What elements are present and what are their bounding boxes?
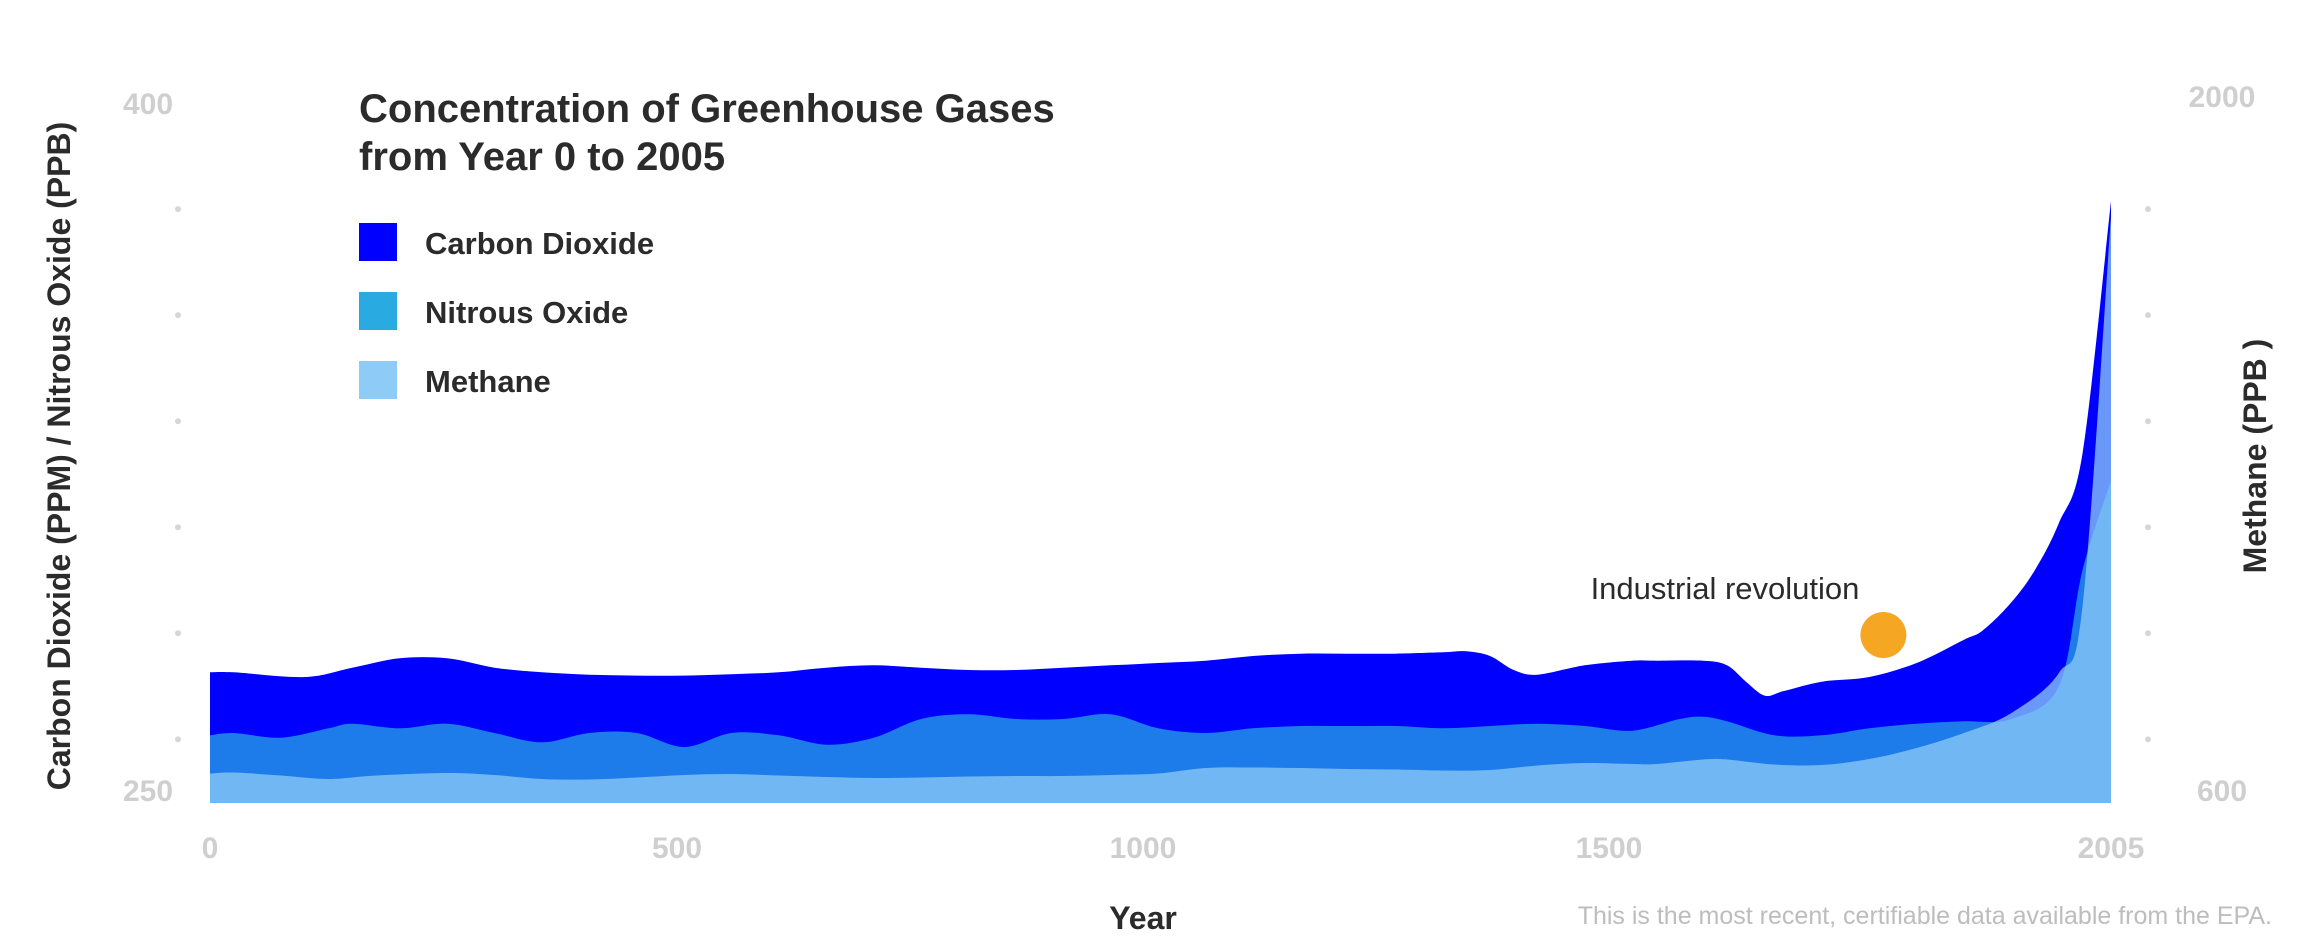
y-right-tick-label-bottom: 600 — [2197, 775, 2247, 808]
series-layer — [210, 201, 2111, 803]
industrial-revolution-marker — [1860, 612, 1907, 658]
legend-swatch-carbon-dioxide — [359, 223, 397, 261]
chart-title-line-2: from Year 0 to 2005 — [359, 135, 725, 179]
y-right-tick-dot — [2145, 524, 2151, 531]
legend-label-methane: Methane — [425, 364, 551, 399]
y-right-tick-label-top: 2000 — [2189, 81, 2256, 114]
y-right-tick-dot — [2145, 206, 2151, 213]
y-left-tick-dot — [175, 736, 181, 743]
series-area-carbon-dioxide — [210, 201, 2111, 803]
legend: Carbon Dioxide Nitrous Oxide Methane — [359, 223, 654, 399]
y-left-tick-dot — [175, 524, 181, 531]
y-left-tick-dot — [175, 312, 181, 319]
x-tick-label-1000: 1000 — [1110, 832, 1177, 865]
y-left-tick-label-bottom: 250 — [123, 775, 173, 808]
chart-footnote: This is the most recent, certifiable dat… — [1578, 902, 2272, 930]
x-tick-label-1500: 1500 — [1576, 832, 1643, 865]
legend-swatch-methane — [359, 361, 397, 399]
y-left-tick-dot — [175, 418, 181, 425]
x-tick-label-2005: 2005 — [2078, 832, 2145, 865]
y-right-axis-title: Methane (PPB ) — [2237, 339, 2273, 574]
y-right-tick-dot — [2145, 630, 2151, 637]
axis-tick-dots — [175, 206, 2151, 743]
x-tick-label-0: 0 — [202, 832, 219, 865]
chart-title-line-1: Concentration of Greenhouse Gases — [359, 87, 1055, 131]
y-right-tick-dot — [2145, 312, 2151, 319]
y-left-tick-dot — [175, 206, 181, 213]
legend-label-carbon-dioxide: Carbon Dioxide — [425, 226, 654, 261]
y-right-tick-dot — [2145, 736, 2151, 743]
x-axis-title: Year — [1109, 900, 1177, 936]
legend-swatch-nitrous-oxide — [359, 292, 397, 330]
y-left-axis-title: Carbon Dioxide (PPM) / Nitrous Oxide (PP… — [41, 122, 77, 791]
y-left-tick-dot — [175, 630, 181, 637]
y-right-tick-dot — [2145, 418, 2151, 425]
annotation-layer: Industrial revolution — [1591, 571, 1907, 658]
series-area-nitrous-oxide — [210, 481, 2111, 803]
x-tick-label-500: 500 — [652, 832, 702, 865]
legend-label-nitrous-oxide: Nitrous Oxide — [425, 295, 628, 330]
annotation-label: Industrial revolution — [1591, 571, 1860, 606]
y-left-tick-label-top: 400 — [123, 88, 173, 121]
